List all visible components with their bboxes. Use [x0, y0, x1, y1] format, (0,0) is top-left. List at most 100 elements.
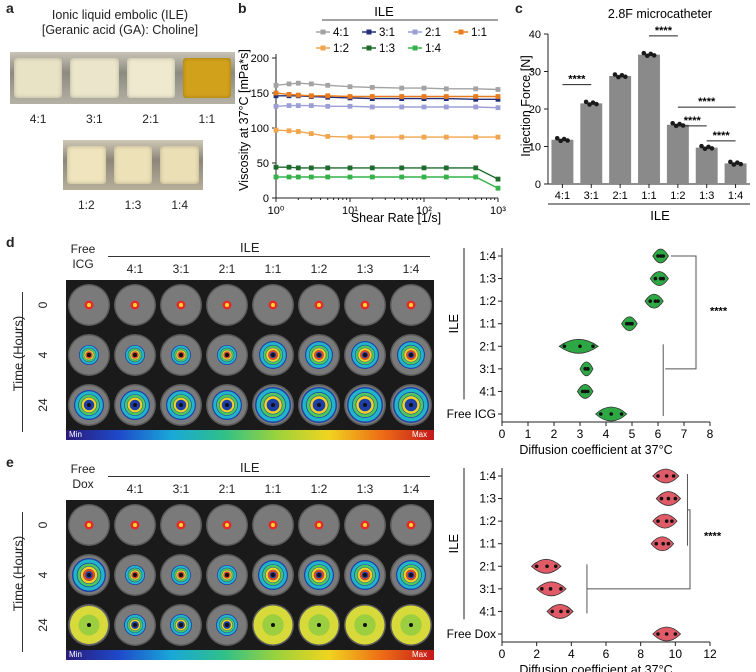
imaging-well	[114, 284, 156, 326]
x-tick-label: 1:3	[699, 190, 714, 202]
x-tick-label: 3	[577, 427, 584, 441]
data-point	[658, 254, 663, 258]
data-point	[325, 134, 331, 139]
data-point	[369, 165, 375, 171]
data-point	[286, 174, 292, 180]
data-point	[295, 92, 301, 98]
vial-label: 3:1	[86, 112, 103, 126]
fluorescence-ring-red	[313, 569, 325, 581]
free-dox-header: Free Dox	[66, 462, 100, 492]
data-point	[728, 159, 733, 165]
column-label: 1:1	[264, 262, 282, 276]
data-point	[670, 519, 674, 523]
data-point	[295, 103, 301, 108]
imaging-d-time-axis-label: Time (Hours)	[10, 315, 26, 392]
fluorescence-core	[409, 523, 413, 527]
data-point	[566, 609, 570, 614]
legend-label: 1:3	[379, 43, 395, 55]
fluorescence-ring-green	[260, 392, 286, 418]
free-dox-header-line1: Free	[70, 462, 96, 476]
y-tick-label: 20	[529, 104, 541, 116]
data-point	[553, 564, 558, 569]
fluorescence-ring-green	[219, 617, 235, 633]
imaging-d-column-labels: 4:1 3:1 2:1 1:1 1:2 1:3 1:4	[66, 262, 434, 278]
column-label: 1:2	[310, 262, 328, 276]
column-label: 1:2	[310, 482, 328, 496]
fluorescence-ring-red	[268, 350, 278, 360]
well-center	[179, 403, 183, 407]
significance-marker: ****	[713, 130, 731, 142]
fluorescence-ring-green	[398, 392, 424, 418]
x-tick-label: 10³	[490, 205, 506, 217]
imaging-well	[298, 604, 340, 646]
x-tick-label: 12	[703, 647, 717, 661]
fluorescence-ring-cyan	[217, 565, 237, 585]
free-icg-header: Free ICG	[66, 242, 100, 272]
legend-title: ILE	[374, 4, 394, 19]
fluorescence-ring-green	[173, 617, 189, 633]
data-point	[699, 143, 704, 149]
data-point	[273, 82, 279, 88]
category-label: 1:2	[479, 514, 496, 528]
data-point	[295, 174, 301, 180]
fluorescence-ring-yellow	[264, 396, 282, 414]
data-point	[273, 174, 279, 180]
well-center	[409, 623, 413, 627]
imaging-well	[68, 504, 110, 546]
data-point	[273, 164, 279, 170]
imaging-well	[344, 384, 386, 426]
data-point	[495, 105, 501, 111]
injection-y-axis-label: Injection Force [N]	[519, 55, 533, 156]
well-center	[271, 403, 275, 407]
y-tick-label: 40	[529, 29, 541, 41]
y-tick-label: 100	[251, 123, 269, 135]
well-center	[179, 353, 183, 357]
well-center	[87, 353, 91, 357]
data-point	[738, 161, 744, 167]
fluorescence-ring-green	[78, 394, 100, 416]
imaging-e-column-labels: 4:1 3:1 2:1 1:1 1:2 1:3 1:4	[66, 482, 434, 498]
imaging-d-ile-rule	[108, 256, 430, 257]
data-point	[495, 96, 501, 102]
well-center	[271, 353, 275, 357]
data-point	[347, 134, 353, 140]
well-center	[363, 623, 367, 627]
data-point	[587, 102, 592, 107]
imaging-well	[160, 604, 202, 646]
well-center	[133, 623, 137, 627]
imaging-well	[68, 604, 110, 646]
data-point	[295, 80, 301, 86]
fluorescence-ring-green	[77, 563, 101, 587]
fluorescence-ring-yellow	[356, 396, 374, 414]
violin-x-axis-label-line1: Diffusion coefficient at 37°C	[519, 443, 672, 454]
data-point	[534, 564, 539, 569]
x-tick-label: 1:2	[670, 190, 685, 202]
time-tick-label: 24	[36, 618, 50, 632]
imaging-e-ile-label: ILE	[240, 460, 260, 475]
imaging-well	[344, 284, 386, 326]
x-tick-label: 2	[533, 647, 540, 661]
fluorescence-core	[271, 303, 275, 307]
fluorescence-ring-cyan	[170, 614, 192, 636]
fluorescence-ring-yellow	[129, 619, 141, 631]
x-tick-label: 1:4	[728, 190, 743, 202]
data-point	[473, 94, 479, 99]
data-point	[399, 104, 405, 110]
fluorescence-ring-green	[128, 568, 142, 582]
imaging-well	[206, 334, 248, 376]
fluorescence-ring-red	[83, 569, 95, 581]
data-point	[670, 120, 675, 126]
imaging-well	[206, 504, 248, 546]
imaging-well	[344, 604, 386, 646]
vial-1-3	[113, 146, 153, 184]
legend-label: 4:1	[333, 27, 349, 39]
data-point	[369, 94, 375, 99]
data-point	[308, 174, 314, 180]
fluorescence-ring-yellow	[173, 397, 189, 413]
legend-swatch	[458, 29, 464, 35]
fluorescence-ring-cyan	[125, 565, 145, 585]
imaging-well	[68, 554, 110, 596]
y-tick-label: 150	[251, 88, 269, 100]
data-point	[625, 321, 629, 326]
